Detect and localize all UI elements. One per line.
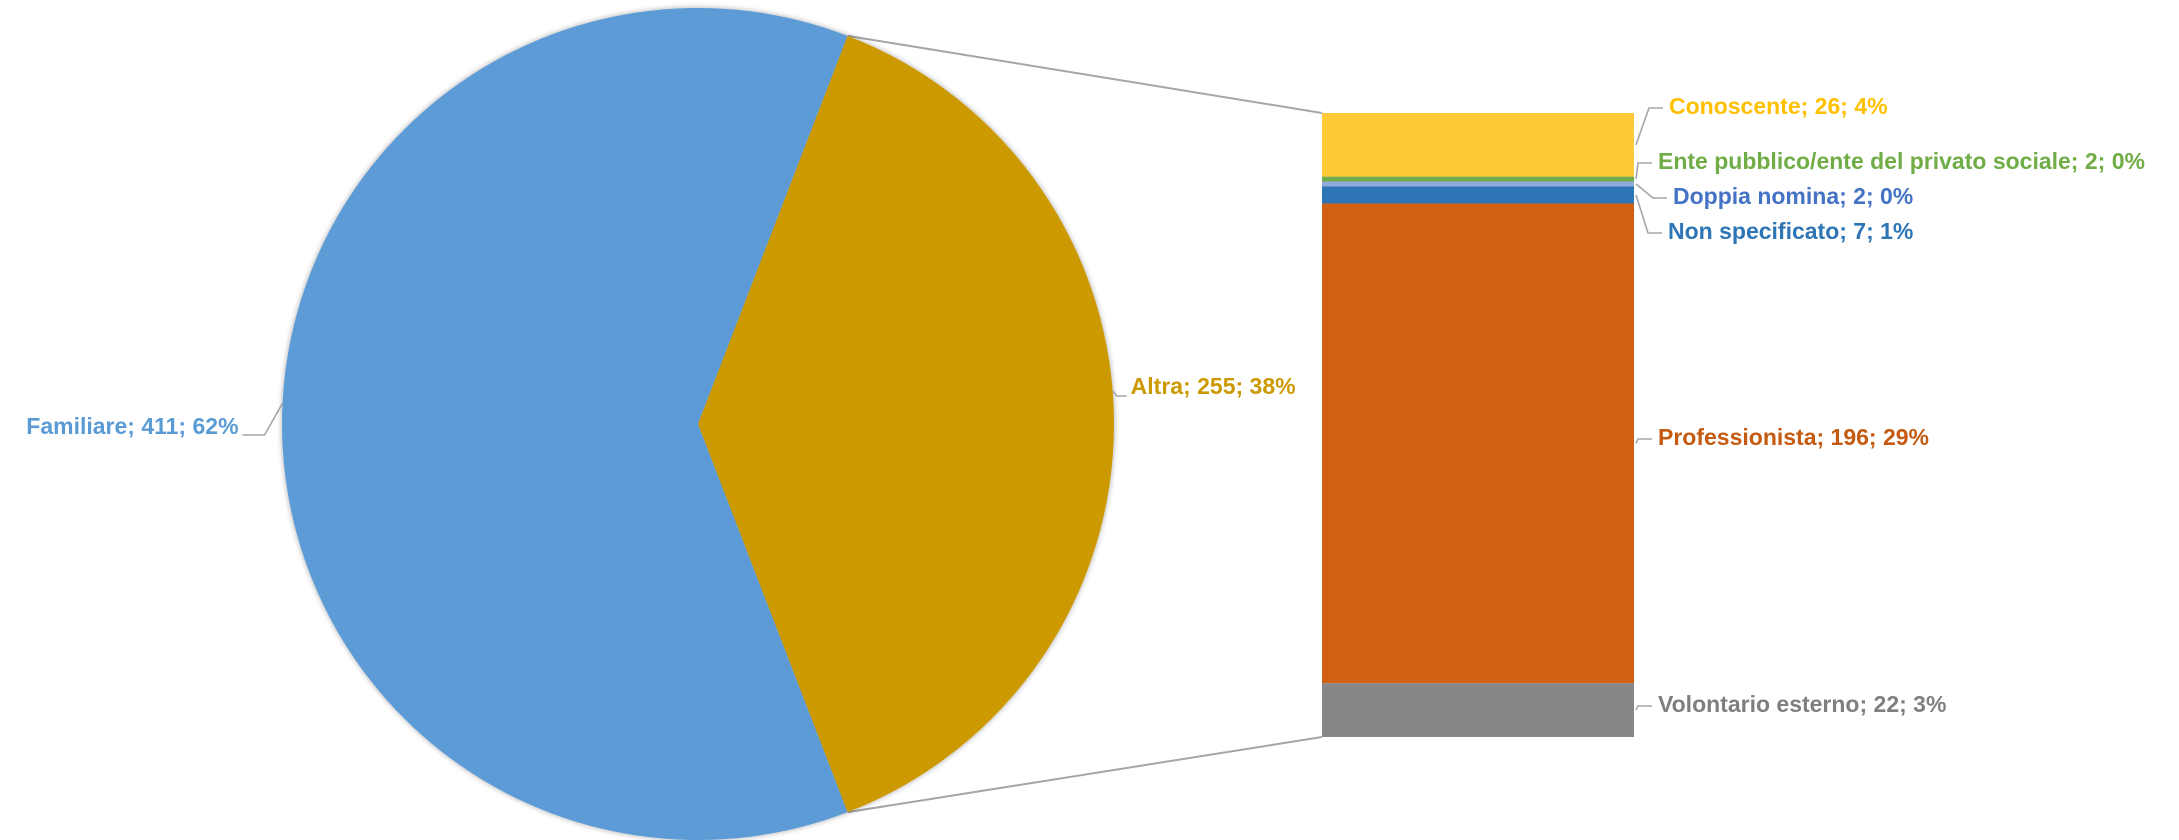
data-label-altra: Altra; 255; 38% xyxy=(1131,373,1296,399)
data-labels: Familiare; 411; 62% Altra; 255; 38% Conosc… xyxy=(26,93,2145,717)
pie-slice-familiare xyxy=(282,8,848,840)
pie-slice-altra xyxy=(698,35,1115,813)
bar-segment-doppia-nomina xyxy=(1322,181,1634,187)
bar-segment-conoscente xyxy=(1322,113,1634,177)
bar-segment-volontario-esterno xyxy=(1322,683,1634,737)
leader-non-specificato xyxy=(1635,194,1662,234)
pie-group xyxy=(282,8,1115,840)
stacked-bar-group xyxy=(1322,113,1634,737)
data-label-doppia-nomina: Doppia nomina; 2; 0% xyxy=(1673,183,1913,209)
data-label-ente-pubblico-ente-del-privato-sociale: Ente pubblico/ente del privato sociale; … xyxy=(1658,148,2145,174)
data-label-non-specificato: Non specificato; 7; 1% xyxy=(1668,218,1913,244)
leader-familiare xyxy=(242,402,284,436)
leader-professionista xyxy=(1635,438,1652,444)
bar-segment-professionista xyxy=(1322,203,1634,684)
bar-segment-non-specificato xyxy=(1322,186,1634,204)
leader-volontario-esterno xyxy=(1635,705,1652,711)
connector-bottom xyxy=(847,736,1323,814)
data-label-volontario-esterno: Volontario esterno; 22; 3% xyxy=(1658,691,1946,717)
leader-doppia-nomina xyxy=(1635,183,1667,199)
data-label-conoscente: Conoscente; 26; 4% xyxy=(1669,93,1888,119)
pie-to-bar-connectors xyxy=(847,34,1323,814)
data-label-professionista: Professionista; 196; 29% xyxy=(1658,424,1929,450)
leader-conoscente xyxy=(1635,107,1663,146)
data-label-familiare: Familiare; 411; 62% xyxy=(26,413,238,439)
leader-altra xyxy=(1112,390,1127,397)
leader-ente-pubblico-ente-del-privato-sociale xyxy=(1635,162,1652,180)
label-leader-lines xyxy=(242,107,1667,711)
bar-segment-ente-pubblico-ente-del-privato-sociale xyxy=(1322,176,1634,182)
connector-top xyxy=(847,34,1323,114)
